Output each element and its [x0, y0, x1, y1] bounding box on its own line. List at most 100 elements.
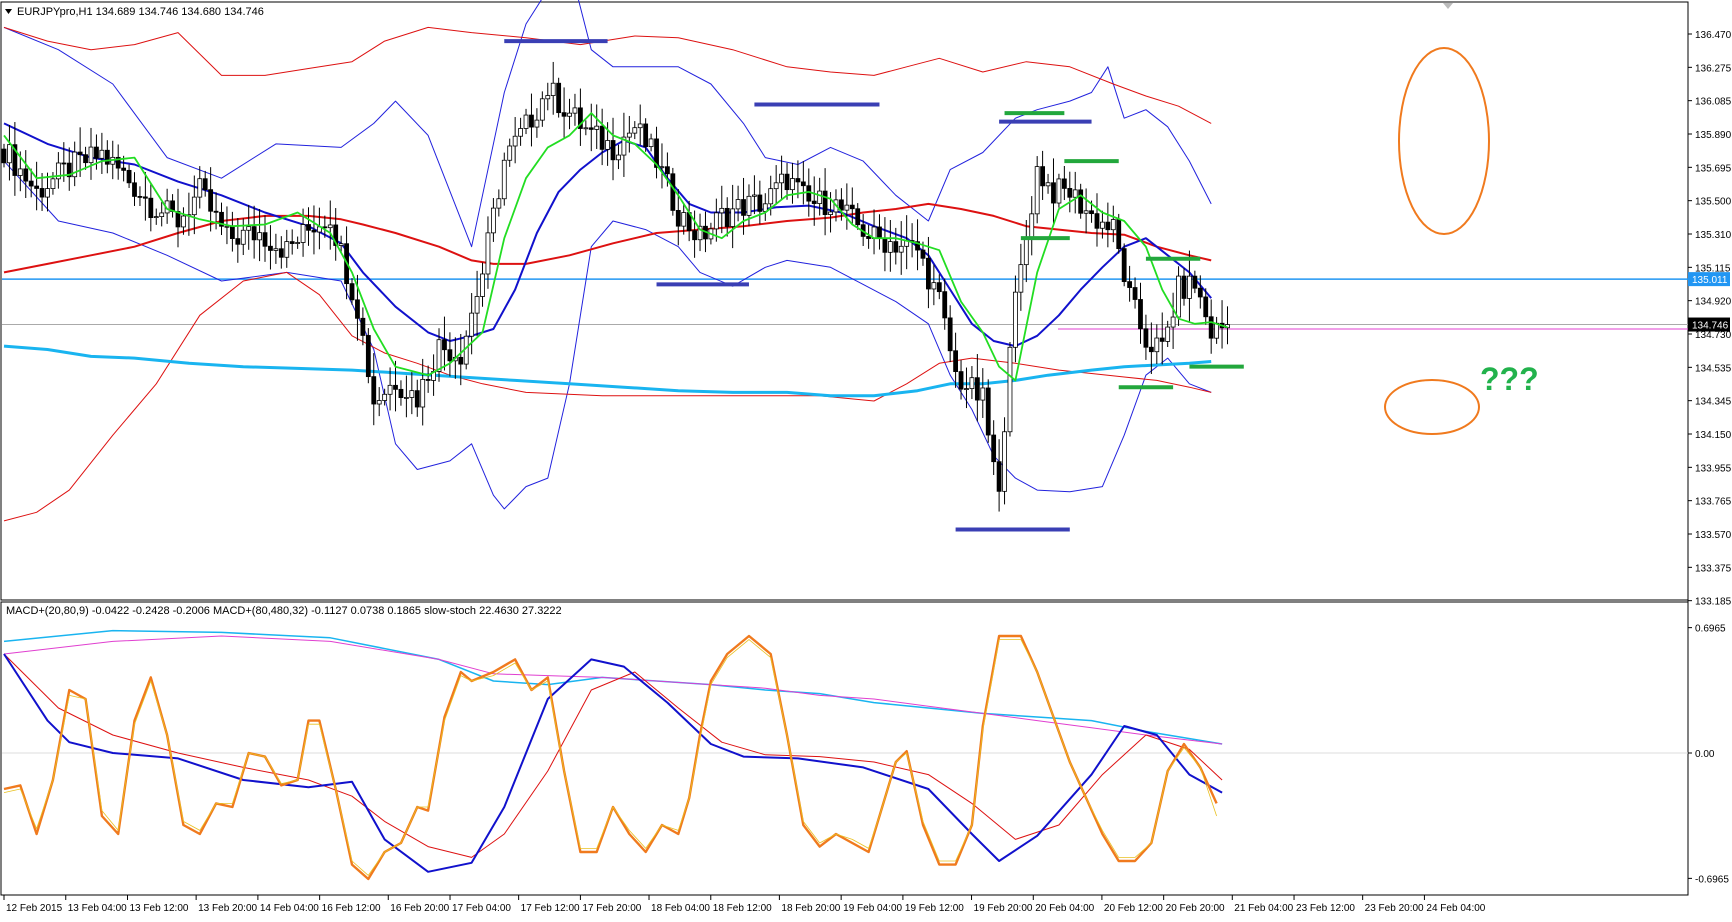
candle-body — [1105, 221, 1111, 231]
candle-body — [1148, 346, 1154, 353]
candle-body — [360, 317, 366, 336]
candle-body — [436, 339, 442, 372]
candle-body — [915, 241, 920, 251]
candle-body — [713, 212, 719, 230]
candle-body — [1023, 238, 1029, 266]
candle-body — [567, 112, 572, 117]
time-tick-label: 20 Feb 20:00 — [1166, 903, 1225, 914]
ma-cyan-line — [3, 344, 1212, 398]
candle-body — [1072, 189, 1078, 198]
candle-body — [72, 151, 78, 178]
candle-body — [349, 283, 355, 301]
candle-body — [300, 224, 306, 243]
candle-body — [974, 377, 980, 401]
candle-body — [578, 107, 583, 129]
candle-body — [643, 123, 649, 148]
candle-body — [572, 107, 578, 114]
candle-body — [257, 232, 262, 241]
time-tick-label: 24 Feb 04:00 — [1426, 903, 1485, 914]
candle-body — [50, 178, 56, 190]
candle-body — [1197, 287, 1203, 298]
candle-body — [991, 434, 997, 463]
time-tick-label: 21 Feb 04:00 — [1234, 903, 1293, 914]
candle-body — [268, 245, 273, 251]
candle-body — [866, 236, 871, 239]
header-triangle-icon — [5, 9, 12, 14]
candle-body — [1, 148, 7, 164]
price-tick-label: 133.955 — [1695, 463, 1732, 474]
candle-body — [556, 82, 562, 114]
candle-body — [882, 237, 888, 253]
time-tick-label: 18 Feb 12:00 — [713, 903, 772, 914]
candle-body — [474, 296, 480, 314]
candle-body — [295, 242, 301, 244]
candle-body — [1192, 275, 1198, 289]
candle-body — [83, 154, 88, 164]
candle-body — [719, 207, 725, 214]
candle-body — [376, 400, 382, 405]
candle-body — [1061, 178, 1067, 189]
candle-body — [34, 185, 40, 189]
scroll-marker-icon[interactable] — [1443, 3, 1453, 9]
candle-body — [599, 125, 605, 150]
candle-body — [104, 149, 110, 165]
candle-body — [757, 194, 763, 212]
candle-body — [594, 125, 600, 130]
candle-body — [1045, 182, 1051, 187]
candle-body — [855, 208, 861, 226]
price-tick-label: 136.085 — [1695, 97, 1732, 108]
candle-body — [278, 248, 284, 258]
candle-body — [1094, 213, 1100, 229]
candle-body — [501, 159, 507, 200]
candle-body — [1067, 188, 1073, 198]
time-tick-label: 13 Feb 20:00 — [198, 903, 257, 914]
candle-body — [333, 224, 339, 246]
candle-body — [1127, 281, 1133, 288]
candle-body — [953, 350, 959, 372]
sub-header: MACD+(20,80,9) -0.0422 -0.2428 -0.2006 M… — [6, 605, 562, 617]
candle-body — [55, 162, 61, 180]
candle-body — [420, 378, 426, 408]
price-tick-label: 133.570 — [1695, 530, 1732, 541]
candle-body — [675, 210, 681, 227]
time-tick-label: 19 Feb 04:00 — [843, 903, 902, 914]
candle-body — [1056, 178, 1062, 204]
candle-body — [768, 188, 774, 205]
candle-body — [616, 154, 621, 161]
candle-body — [1013, 291, 1018, 348]
price-tick-label: 134.150 — [1695, 430, 1732, 441]
candle-body — [920, 249, 926, 259]
candle-body — [273, 248, 279, 251]
candle-body — [12, 144, 18, 176]
price-tick-label: 136.470 — [1695, 30, 1732, 41]
candle-body — [877, 226, 882, 239]
candle-body — [811, 200, 817, 204]
candle-body — [518, 128, 523, 137]
candle-body — [779, 173, 784, 184]
candle-body — [790, 178, 795, 191]
stoch-signal-line — [3, 639, 1217, 876]
candle-body — [39, 188, 45, 198]
candle-body — [583, 127, 589, 130]
candle-body — [137, 196, 143, 198]
candle-body — [893, 241, 899, 253]
candle-body — [208, 189, 214, 212]
candle-body — [529, 114, 534, 128]
time-tick-label: 13 Feb 04:00 — [68, 903, 127, 914]
candle-body — [545, 95, 551, 100]
price-tick-label: 135.890 — [1695, 130, 1732, 141]
highlight-ellipse-lower — [1384, 379, 1480, 435]
candle-body — [1143, 328, 1149, 348]
candle-body — [442, 339, 447, 351]
candle-body — [724, 207, 730, 227]
candle-body — [142, 196, 148, 199]
candle-body — [121, 167, 127, 171]
candle-body — [485, 232, 491, 275]
candle-body — [670, 173, 676, 211]
candle-body — [773, 182, 779, 190]
candle-body — [610, 140, 616, 161]
candle-body — [844, 204, 850, 211]
candle-body — [1208, 316, 1214, 339]
candle-body — [1170, 316, 1176, 328]
candle-body — [99, 149, 105, 159]
